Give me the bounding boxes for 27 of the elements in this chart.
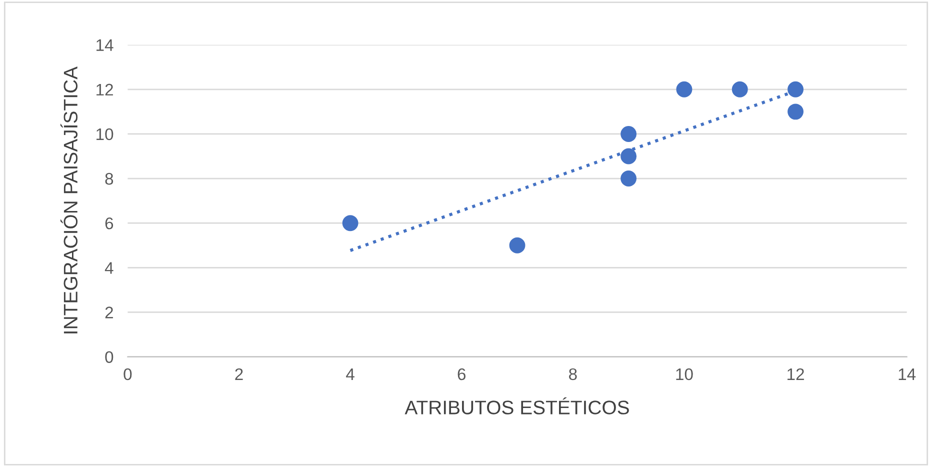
point [342, 215, 358, 232]
point [732, 81, 748, 98]
y-tick-label: 12 [96, 84, 113, 96]
x-tick-label: 0 [124, 368, 132, 380]
x-tick-label: 4 [346, 368, 354, 380]
point [620, 126, 637, 142]
point [676, 81, 692, 98]
x-tick-label: 10 [676, 368, 693, 380]
point [788, 104, 804, 120]
y-tick-label: 4 [104, 262, 114, 274]
y-tick-label: 0 [105, 351, 114, 363]
point [620, 148, 637, 164]
point [788, 81, 804, 98]
y-tick-label: 14 [96, 39, 114, 51]
x-axis-title: ATRIBUTOS ESTÉTICOS [404, 397, 629, 414]
x-tick-label: 6 [458, 368, 466, 380]
y-tick-label: 8 [105, 172, 114, 185]
point [509, 237, 526, 254]
x-tick-label: 2 [235, 368, 243, 380]
y-tick-label: 10 [96, 128, 114, 140]
x-tick-label: 14 [898, 368, 916, 380]
x-tick-label: 12 [788, 368, 804, 380]
point [620, 170, 637, 187]
y-tick-label: 6 [105, 217, 114, 230]
y-tick-label: 2 [105, 306, 113, 318]
y-axis-title: INTEGRACIÓN PAISAJÍSTICA [60, 66, 78, 334]
x-tick-label: 8 [569, 368, 577, 380]
